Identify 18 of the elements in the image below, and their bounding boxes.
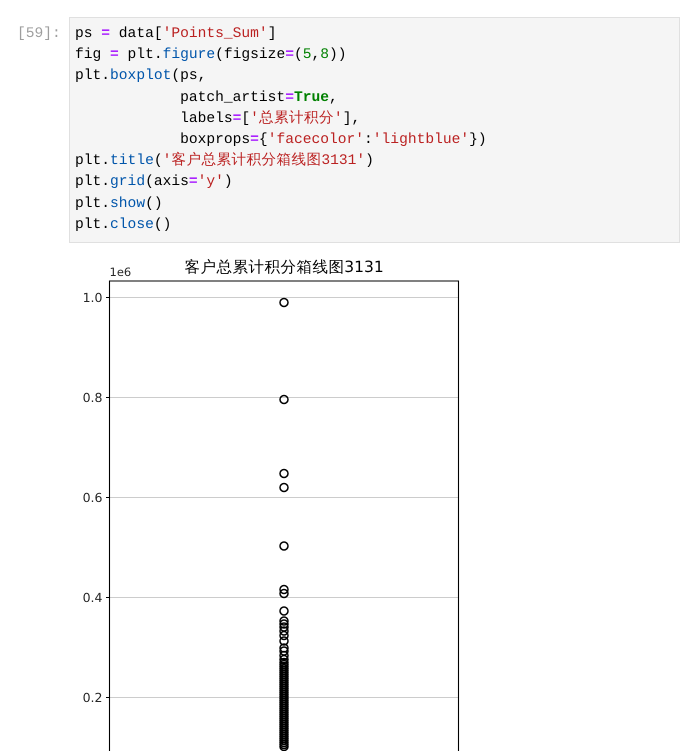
y-tick-label: 0.6 xyxy=(82,490,103,505)
y-tick-label: 0.2 xyxy=(82,690,102,705)
text: plt.show() xyxy=(75,196,163,212)
y-tick-label: 0.8 xyxy=(82,390,103,405)
text: labels=['总累计积分'], xyxy=(179,110,360,127)
text: plt.grid(axis='y') xyxy=(75,174,233,190)
y-tick-label: 0.4 xyxy=(82,590,103,605)
text: fig = plt.figure(figsize=(5,8)) xyxy=(75,47,347,64)
text: boxprops={'facecolor':'lightblue'}) xyxy=(179,132,487,148)
y-tick-label: 1.0 xyxy=(82,290,103,305)
chart-title: 客户总累计积分箱线图3131 xyxy=(184,258,384,276)
text: plt.title('客户总累计积分箱线图3131') xyxy=(75,153,374,170)
text: 1e6 xyxy=(110,265,132,279)
text: plt.close() xyxy=(75,216,172,233)
text: [59]: xyxy=(17,25,61,44)
text: ps = data['Points_Sum'] xyxy=(75,26,276,42)
text: plt.boxplot(ps, xyxy=(75,68,206,84)
text: patch_artist=True, xyxy=(179,90,338,106)
